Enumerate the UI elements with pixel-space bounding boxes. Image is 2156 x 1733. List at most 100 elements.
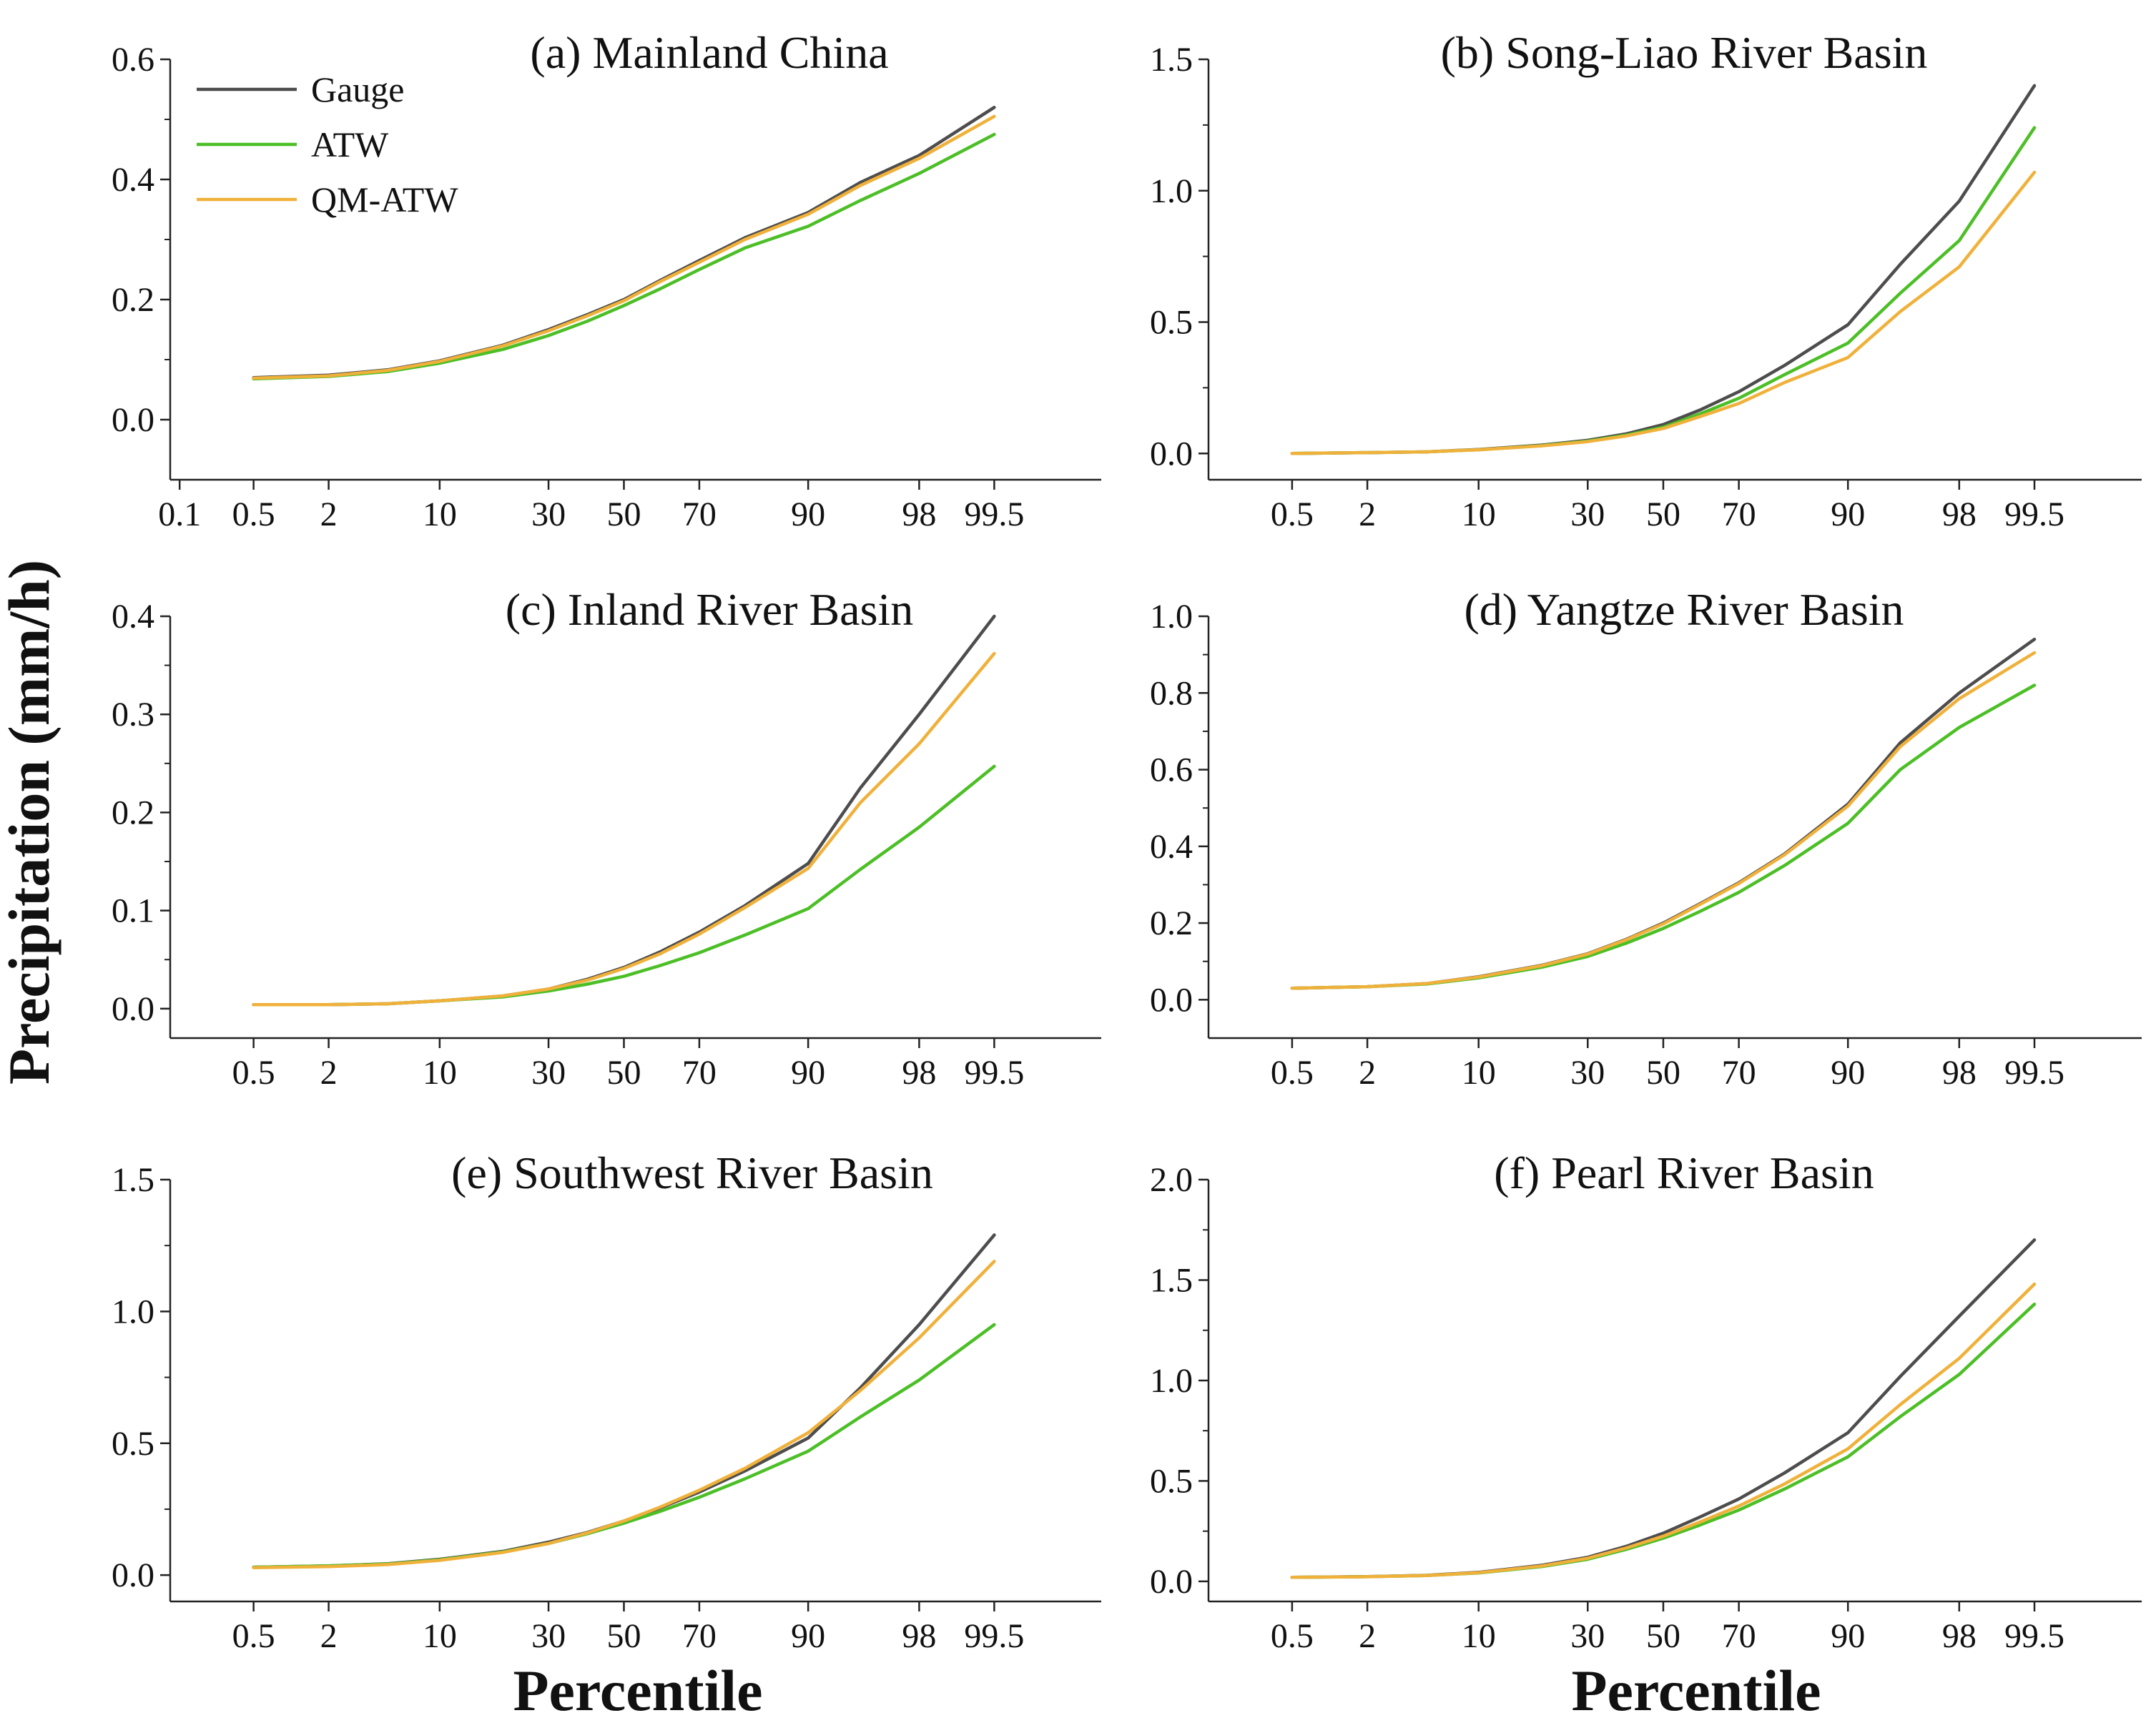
y-tick-label: 0.0 — [112, 401, 154, 439]
x-tick-label: 0.5 — [1271, 1054, 1314, 1092]
series-line-qm-atw — [1290, 1282, 2037, 1579]
legend-label-atw: ATW — [311, 124, 389, 164]
x-tick-label: 90 — [791, 1054, 825, 1092]
legend: Gauge ATW QM-ATW — [197, 69, 458, 219]
series-line-atw — [1290, 683, 2037, 990]
x-tick-label: 10 — [423, 1617, 457, 1655]
x-tick-label: 0.5 — [1271, 1617, 1314, 1655]
y-tick-label: 0.4 — [112, 161, 154, 199]
x-tick-label: 70 — [682, 495, 717, 533]
series-line-atw — [252, 1323, 996, 1569]
x-tick-label: 30 — [531, 1617, 566, 1655]
panel-title: (d) Yangtze River Basin — [1464, 584, 1904, 635]
x-tick-label: 10 — [423, 495, 457, 533]
panel-d: 0.0 0.2 0.4 0.6 0.8 1.0 0.5 2 10 30 50 70 90 98 99.5 (d… — [1150, 584, 2142, 1092]
x-tick-label: 90 — [1831, 1617, 1865, 1655]
y-axis-title: Precipitation (mm/h) — [0, 560, 61, 1085]
y-tick-label: 0.6 — [1150, 751, 1193, 789]
x-tick-label: 2 — [320, 495, 338, 533]
x-tick-label: 10 — [1462, 495, 1496, 533]
y-tick-label: 1.0 — [1150, 598, 1193, 636]
x-tick-label: 98 — [1942, 1617, 1977, 1655]
y-tick-label: 1.5 — [1150, 1261, 1193, 1299]
x-tick-label: 98 — [1942, 1054, 1977, 1092]
y-tick-label: 0.2 — [1150, 904, 1193, 942]
x-tick-label: 0.5 — [232, 495, 275, 533]
x-tick-label: 70 — [1722, 1617, 1756, 1655]
y-tick-label: 0.4 — [1150, 828, 1193, 866]
legend-label-qm-atw: QM-ATW — [311, 179, 458, 219]
panel-title: (c) Inland River Basin — [506, 584, 914, 635]
y-tick-label: 2.0 — [1150, 1161, 1193, 1199]
series-line-qm-atw — [252, 1260, 996, 1570]
x-tick-label: 99.5 — [964, 1617, 1024, 1655]
y-tick-label: 0.4 — [112, 598, 154, 636]
y-tick-label: 1.0 — [1150, 172, 1193, 210]
x-tick-label: 99.5 — [964, 495, 1024, 533]
x-tick-label: 99.5 — [2004, 1617, 2064, 1655]
x-tick-label: 0.5 — [232, 1054, 275, 1092]
y-tick-label: 0.0 — [1150, 981, 1193, 1019]
x-tick-label: 2 — [1359, 1617, 1376, 1655]
panel-c: 0.0 0.1 0.2 0.3 0.4 0.5 2 10 30 50 70 90 98 99.5 (c) I… — [112, 584, 1101, 1092]
x-tick-label: 90 — [1831, 495, 1865, 533]
panel-title: (e) Southwest River Basin — [451, 1147, 933, 1198]
y-tick-label: 0.2 — [112, 281, 154, 319]
y-tick-label: 0.2 — [112, 794, 154, 831]
x-tick-label: 50 — [606, 1054, 641, 1092]
x-tick-label: 10 — [1462, 1617, 1496, 1655]
x-tick-label: 70 — [682, 1054, 717, 1092]
y-tick-label: 0.0 — [1150, 435, 1193, 473]
x-tick-label: 99.5 — [2004, 495, 2064, 533]
x-tick-label: 50 — [1646, 1617, 1680, 1655]
panel-a: 0.0 0.2 0.4 0.6 0.1 0.5 2 10 30 50 70 90 98 99.5 (a) M… — [112, 27, 1101, 533]
x-tick-label: 0.5 — [1271, 495, 1314, 533]
panel-e: 0.0 0.5 1.0 1.5 0.5 2 10 30 50 70 90 98 99.5 (e) Sout… — [112, 1147, 1101, 1655]
x-tick-label: 50 — [1646, 1054, 1680, 1092]
y-tick-label: 0.5 — [1150, 304, 1193, 342]
y-tick-label: 1.0 — [1150, 1362, 1193, 1400]
y-tick-label: 0.5 — [112, 1425, 154, 1463]
y-tick-label: 0.3 — [112, 696, 154, 734]
panel-title: (a) Mainland China — [530, 27, 888, 78]
x-tick-label: 99.5 — [964, 1054, 1024, 1092]
y-tick-label: 0.0 — [112, 1556, 154, 1594]
x-tick-label: 30 — [531, 1054, 566, 1092]
y-tick-label: 0.5 — [1150, 1462, 1193, 1500]
x-tick-label: 50 — [1646, 495, 1680, 533]
y-tick-label: 0.8 — [1150, 674, 1193, 712]
series-line-gauge — [1290, 637, 2037, 990]
x-tick-label: 50 — [606, 495, 641, 533]
x-tick-label: 98 — [902, 1054, 936, 1092]
y-tick-label: 0.1 — [112, 892, 154, 930]
series-line-gauge — [1290, 1238, 2037, 1579]
x-tick-label: 0.1 — [158, 495, 201, 533]
x-tick-label: 10 — [423, 1054, 457, 1092]
x-tick-label: 99.5 — [2004, 1054, 2064, 1092]
panel-f: 0.0 0.5 1.0 1.5 2.0 0.5 2 10 30 50 70 90 98 99.5 (f) P… — [1150, 1147, 2142, 1655]
x-axis-title-right: Percentile — [1571, 1658, 1821, 1723]
y-tick-label: 0.0 — [112, 990, 154, 1028]
y-tick-label: 1.5 — [112, 1161, 154, 1199]
x-tick-label: 30 — [531, 495, 566, 533]
x-tick-label: 90 — [791, 1617, 825, 1655]
x-tick-label: 10 — [1462, 1054, 1496, 1092]
x-tick-label: 2 — [1359, 495, 1376, 533]
series-line-gauge — [252, 614, 996, 1007]
series-line-qm-atw — [1290, 170, 2037, 455]
y-tick-label: 0.6 — [112, 41, 154, 79]
y-tick-label: 1.5 — [1150, 41, 1193, 79]
x-tick-label: 30 — [1570, 1054, 1605, 1092]
x-tick-label: 30 — [1570, 1617, 1605, 1655]
panel-title: (b) Song-Liao River Basin — [1441, 27, 1928, 78]
panels-group: 0.0 0.2 0.4 0.6 0.1 0.5 2 10 30 50 70 90 98 99.5 (a) M… — [112, 27, 2142, 1655]
x-tick-label: 70 — [1722, 1054, 1756, 1092]
x-tick-label: 98 — [1942, 495, 1977, 533]
x-tick-label: 0.5 — [232, 1617, 275, 1655]
x-tick-label: 50 — [606, 1617, 641, 1655]
x-tick-label: 70 — [682, 1617, 717, 1655]
x-tick-label: 98 — [902, 495, 936, 533]
y-tick-label: 0.0 — [1150, 1563, 1193, 1601]
x-tick-label: 2 — [1359, 1054, 1376, 1092]
